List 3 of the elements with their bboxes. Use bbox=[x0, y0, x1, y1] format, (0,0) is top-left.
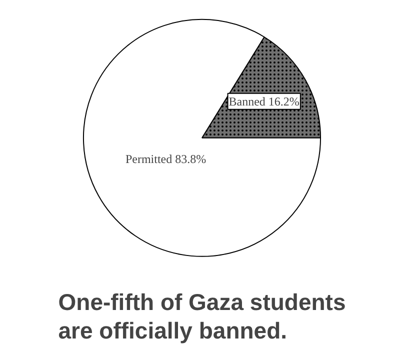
slice-label: Banned 16.2% bbox=[228, 94, 300, 108]
slice-label: Permitted 83.8% bbox=[125, 152, 206, 166]
text: One-fifth of Gaza students are officially banned. bbox=[58, 288, 346, 344]
